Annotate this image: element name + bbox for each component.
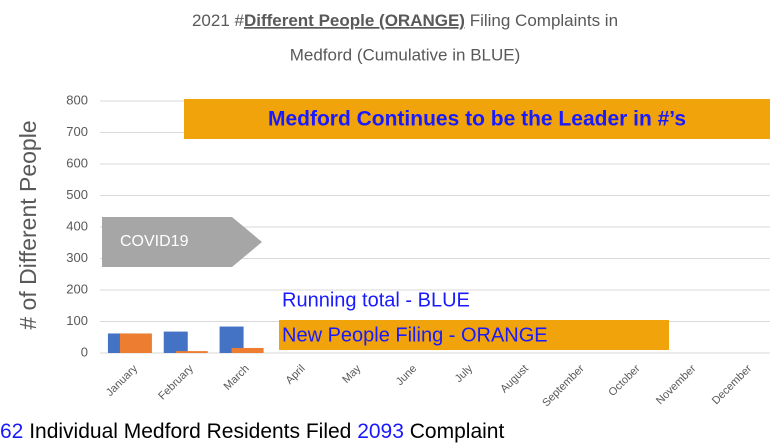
x-tick-label: November [654,362,699,407]
y-tick-label: 500 [66,187,88,202]
bar [119,333,152,353]
title-part: Different People (ORANGE) [244,11,465,30]
bar [231,347,264,353]
title-part: Filing Complaints in [465,11,618,30]
footer: 62 Individual Medford Residents Filed 20… [0,420,504,443]
y-tick-label: 600 [66,155,88,170]
footer-part: 62 [0,420,23,443]
y-tick-label: 0 [81,344,88,359]
x-tick-label: March [222,363,252,393]
legend-entry: New People Filing - ORANGE [282,324,548,346]
x-tick-label: January [104,362,141,399]
headline: Medford Continues to be the Leader in #’… [268,108,686,131]
y-tick-label: 700 [66,124,88,139]
x-tick-label: July [453,362,476,385]
y-tick-label: 200 [66,281,88,296]
bar [175,351,208,353]
y-tick-label: 800 [66,92,88,107]
x-tick-label: April [284,363,308,387]
x-tick-label: September [540,362,587,409]
x-tick-label: February [156,362,196,402]
y-axis-label: # of Different People [15,120,41,329]
x-tick-label: June [394,363,419,388]
bar [163,331,188,353]
y-tick-label: 300 [66,250,88,265]
footer-part: Individual Medford Residents Filed [23,420,357,443]
x-tick-label: May [340,362,364,386]
covid-label: COVID19 [120,233,189,250]
headline-box [184,99,770,139]
footer-part: Complaint [404,420,505,443]
legend-box [279,320,669,350]
footer-part: 2093 [357,420,404,443]
title-part: 2021 # [192,11,245,30]
y-tick-label: 100 [66,313,88,328]
x-tick-label: December [710,362,755,407]
x-tick-label: October [606,362,642,398]
chart-title: 2021 #Different People (ORANGE) Filing C… [192,11,618,30]
y-tick-label: 400 [66,218,88,233]
covid-arrow [102,217,262,267]
legend-entry: Running total - BLUE [282,289,470,311]
chart-title: Medford (Cumulative in BLUE) [290,45,521,64]
x-tick-label: August [498,363,531,396]
